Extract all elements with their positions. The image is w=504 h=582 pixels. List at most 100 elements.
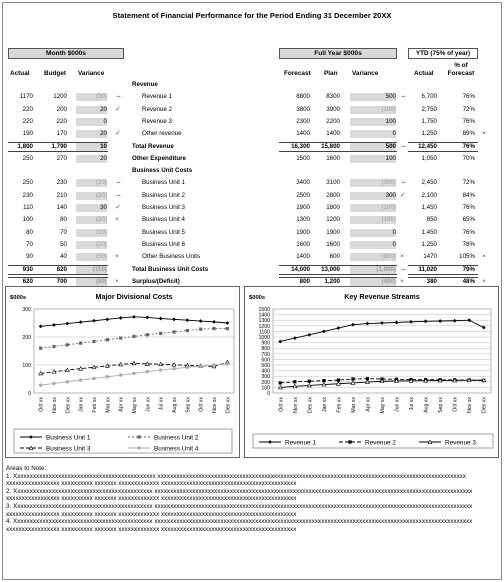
variance-shade: [76, 277, 107, 286]
cell-fy-var: 100: [385, 154, 396, 162]
cell-fc: 1600: [296, 240, 310, 248]
col-ytd-actual: Actual: [414, 70, 434, 77]
cell-pct: 76%: [462, 204, 475, 211]
data-point: [293, 380, 297, 384]
data-point: [118, 373, 123, 377]
legend-label: Revenue 2: [365, 440, 396, 447]
x-tick-label: Oct xx: [39, 397, 45, 412]
data-point: [105, 375, 110, 379]
note-line: 4. Xxxxxxxxxxxxxxxxxxxxxxxxxxxxxxxxxxxxx…: [6, 518, 473, 526]
ytd-status-icon: ×: [482, 277, 486, 285]
row-label: Business Unit 5: [142, 228, 185, 236]
y-axis-label: $000s: [249, 295, 265, 301]
cell-pct: 105%: [459, 253, 475, 261]
total-rule: [279, 273, 397, 275]
cell-m-act: 250: [22, 179, 33, 187]
revenue-streams-panel: Key Revenue Streams $000s 0 100 200 300 400 500…: [244, 286, 499, 458]
cell-fc: 16,300: [291, 142, 310, 150]
month-header: Month $000s: [8, 48, 124, 59]
data-point: [185, 365, 190, 369]
data-point: [159, 331, 163, 335]
data-point: [481, 325, 486, 330]
data-point: [79, 341, 83, 345]
variance-shade: [350, 142, 396, 151]
data-point: [78, 320, 83, 325]
data-point: [225, 326, 229, 331]
cell-fy-var: (300): [381, 179, 396, 187]
cell-m-act: 1170: [19, 93, 33, 101]
cell-m-var: (110): [92, 265, 107, 273]
cell-plan: 1200: [326, 216, 340, 224]
data-point: [105, 338, 109, 342]
fy-status-icon: ⇔: [400, 142, 407, 150]
fy-status-icon: ⇔: [400, 93, 407, 101]
cell-m-var: 10: [100, 142, 107, 150]
x-tick-label: May xx: [380, 397, 386, 414]
cell-ytd: 12,450: [418, 142, 437, 150]
series-line: [40, 328, 228, 349]
fy-status-icon: ✓: [400, 191, 406, 199]
row-label: Business Unit 4: [142, 216, 185, 224]
cell-fc: 800: [299, 277, 310, 285]
x-tick-label: Nov xx: [467, 397, 473, 413]
data-point: [212, 326, 216, 331]
data-point: [199, 327, 203, 331]
cell-ytd: 11,020: [418, 265, 437, 273]
note-line: xxxxxxxxxxxxxxxxx xxxxxxxxxx xxxxxxx xxx…: [6, 480, 297, 488]
data-point: [321, 329, 326, 334]
cell-fy-var: (100): [381, 105, 396, 113]
row-label: Other Expenditure: [132, 154, 186, 162]
cell-m-var: (50): [95, 253, 107, 261]
y-tick-label: 0: [267, 391, 270, 397]
data-point: [423, 319, 428, 324]
data-point: [351, 377, 355, 381]
ytd-status-icon: ×: [482, 253, 486, 261]
data-point: [119, 336, 123, 340]
legend-label: Revenue 3: [445, 440, 476, 447]
data-point: [394, 378, 399, 383]
x-tick-label: Dec xx: [225, 397, 231, 413]
data-point: [172, 366, 176, 371]
revenue-streams-chart: Key Revenue Streams $000s 0100200300400500…: [249, 292, 494, 449]
variance-shade: [76, 142, 107, 151]
cell-fc: 2500: [296, 191, 310, 199]
data-point: [379, 378, 385, 384]
x-tick-label: Feb xx: [92, 397, 98, 413]
col-pct-of: % of: [454, 62, 468, 69]
total-rule: [8, 141, 108, 143]
data-point: [322, 379, 326, 383]
data-point: [65, 380, 70, 384]
variance-shade: [76, 117, 107, 126]
x-tick-label: Nov xx: [52, 397, 58, 413]
legend-marker: [28, 445, 34, 450]
x-tick-label: Jun xx: [395, 397, 401, 412]
cell-plan: 1400: [326, 130, 340, 138]
x-tick-label: Oct xx: [278, 397, 284, 412]
data-point: [278, 381, 282, 385]
cell-plan: 1600: [326, 240, 340, 248]
x-tick-label: Mar xx: [105, 397, 111, 413]
data-point: [78, 378, 83, 382]
cell-m-act: 70: [26, 240, 33, 248]
cell-fc: 3400: [296, 179, 310, 187]
cell-fc: 14,000: [291, 265, 310, 273]
variance-shade: [350, 240, 396, 249]
variance-shade: [76, 93, 107, 102]
variance-shade: [350, 105, 396, 114]
series-line: [280, 378, 484, 384]
data-point: [132, 314, 136, 319]
row-label: Revenue: [132, 81, 158, 88]
data-point: [292, 383, 298, 389]
cell-ytd: 1,450: [421, 204, 437, 211]
cell-m-bud: 80: [60, 216, 67, 224]
x-tick-label: Jan xx: [79, 397, 85, 412]
full-year-header: Full Year $000s: [279, 48, 397, 59]
x-tick-label: Aug xx: [424, 397, 430, 413]
cell-plan: 2200: [326, 117, 340, 125]
cell-ytd: 1,050: [421, 154, 437, 162]
data-point: [336, 326, 341, 330]
legend-label: Revenue 1: [285, 440, 316, 447]
cell-ytd: 1,250: [421, 130, 437, 138]
data-point: [132, 334, 136, 339]
cell-plan: 1900: [326, 228, 340, 236]
